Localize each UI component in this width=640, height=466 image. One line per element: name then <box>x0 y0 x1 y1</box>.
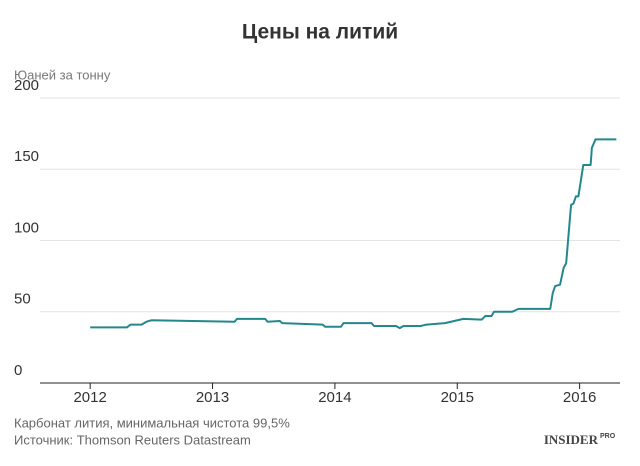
x-tick-label: 2014 <box>318 389 351 406</box>
y-tick-label: 0 <box>14 362 22 379</box>
y-tick-label: 150 <box>14 148 39 165</box>
logo-sup: PRO <box>600 433 616 440</box>
y-tick-label: 100 <box>14 219 39 236</box>
x-tick-label: 2012 <box>73 389 106 406</box>
y-tick-label: 50 <box>14 291 31 308</box>
y-tick-label: 200 <box>14 77 39 94</box>
x-tick-label: 2016 <box>563 389 596 406</box>
y-axis-label: Юаней за тонну <box>14 67 111 82</box>
source: Источник: Thomson Reuters Datastream <box>14 432 251 447</box>
logo: INSIDER <box>544 432 599 447</box>
note: Карбонат лития, минимальная чистота 99,5… <box>14 415 290 430</box>
chart-title: Цены на литий <box>242 21 398 44</box>
x-tick-label: 2013 <box>196 389 229 406</box>
x-tick-label: 2015 <box>441 389 474 406</box>
line <box>90 138 617 330</box>
